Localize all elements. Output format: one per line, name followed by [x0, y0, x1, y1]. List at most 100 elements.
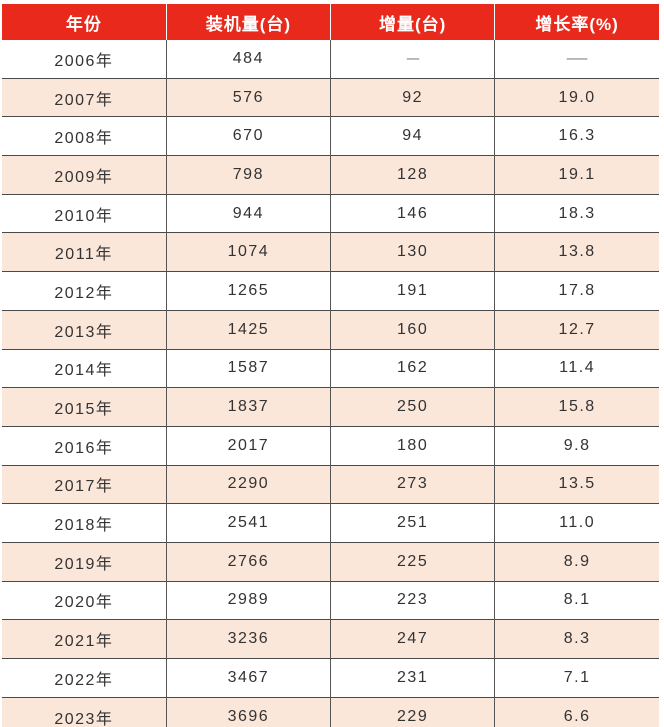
cell-growth_rate_pct-2007: 19.0 [494, 77, 659, 117]
cell-value: 1265 [227, 281, 270, 299]
cell-increment_units-2016: 180 [330, 425, 496, 466]
table-row-2006: 2006年 484— —— [2, 40, 659, 79]
cell-value: 2012年 [54, 284, 114, 302]
cell-growth_rate_pct-2009: 19.1 [494, 155, 659, 195]
cell-increment_units-2020: 223 [330, 580, 496, 620]
cell-value: 12.7 [558, 320, 596, 338]
cell-value: 225 [397, 552, 429, 570]
cell-value: 2008年 [54, 130, 114, 148]
cell-increment_units-2018: 251 [330, 503, 496, 543]
column-header-increment_units: 增量(台) [330, 4, 496, 40]
cell-value: 1425 [227, 320, 270, 338]
cell-increment_units-2013: 160 [330, 309, 496, 349]
cell-value: 273 [397, 475, 429, 493]
cell-installed_units-2006: 484 [166, 40, 332, 79]
cell-year-2008: 2008年 [2, 116, 167, 156]
cell-increment_units-2019: 225 [330, 541, 496, 582]
table-header-row: 年份 装机量(台) 增量(台) 增长率(%) [2, 4, 659, 40]
table-row-2008: 2008年 670 94 16.3 [2, 116, 659, 156]
cell-value: 2018年 [54, 517, 114, 535]
cell-value: 2011年 [54, 246, 113, 264]
cell-installed_units-2015: 1837 [166, 387, 332, 427]
statistics-table: 年份 装机量(台) 增量(台) 增长率(%) 2006年 484— —— 2007年 576 9… [2, 4, 659, 727]
cell-value: 2020年 [54, 594, 114, 612]
cell-value: 17.8 [558, 281, 596, 299]
cell-value: 2006年 [54, 52, 114, 70]
table-row-2023: 2023年 3696 229 6.6 [2, 696, 659, 727]
cell-value: 2009年 [54, 168, 114, 186]
cell-year-2006: 2006年 [2, 40, 167, 79]
cell-value: 2013年 [54, 323, 114, 341]
cell-value: 191 [397, 281, 429, 299]
cell-value: 8.9 [563, 552, 591, 570]
cell-value: 6.6 [563, 707, 591, 725]
cell-value: 7.1 [563, 668, 591, 686]
cell-value: 2989 [227, 591, 270, 609]
table-row-2018: 2018年 2541 251 11.0 [2, 503, 659, 543]
cell-installed_units-2008: 670 [166, 116, 332, 156]
cell-value: 146 [397, 204, 429, 222]
cell-year-2020: 2020年 [2, 580, 167, 620]
cell-value: 16.3 [558, 127, 596, 145]
cell-increment_units-2023: 229 [330, 696, 496, 727]
table-row-2022: 2022年 3467 231 7.1 [2, 658, 659, 698]
cell-value: 1074 [227, 243, 270, 261]
cell-value: 251 [397, 514, 429, 532]
cell-growth_rate_pct-2021: 8.3 [494, 619, 659, 659]
cell-year-2018: 2018年 [2, 503, 167, 543]
cell-value: 128 [397, 165, 429, 183]
cell-value: 92 [402, 88, 424, 106]
cell-installed_units-2018: 2541 [166, 503, 332, 543]
cell-increment_units-2006: — [330, 40, 496, 79]
cell-value: —— [566, 49, 588, 67]
cell-installed_units-2014: 1587 [166, 348, 332, 388]
cell-increment_units-2014: 162 [330, 348, 496, 388]
cell-installed_units-2009: 798 [166, 155, 332, 195]
cell-year-2023: 2023年 [2, 696, 167, 727]
cell-increment_units-2011: 130 [330, 232, 496, 272]
cell-installed_units-2007: 576 [166, 77, 332, 117]
cell-growth_rate_pct-2008: 16.3 [494, 116, 659, 156]
cell-value: 2290 [227, 475, 270, 493]
cell-value: 2019年 [54, 555, 114, 573]
cell-growth_rate_pct-2017: 13.5 [494, 464, 659, 504]
cell-growth_rate_pct-2019: 8.9 [494, 541, 659, 582]
cell-growth_rate_pct-2020: 8.1 [494, 580, 659, 620]
cell-growth_rate_pct-2011: 13.8 [494, 232, 659, 272]
cell-increment_units-2010: 146 [330, 193, 496, 233]
cell-year-2015: 2015年 [2, 387, 167, 427]
cell-growth_rate_pct-2016: 9.8 [494, 425, 659, 466]
table-row-2021: 2021年 3236 247 8.3 [2, 619, 659, 659]
cell-value: 1587 [227, 359, 270, 377]
cell-growth_rate_pct-2014: 11.4 [494, 348, 659, 388]
cell-growth_rate_pct-2006: —— [495, 40, 659, 78]
cell-value: 8.3 [563, 630, 591, 648]
cell-value: 670 [232, 127, 264, 145]
cell-value: 19.0 [558, 88, 596, 106]
cell-value: 2021年 [54, 633, 114, 651]
cell-value: 160 [397, 320, 429, 338]
table-row-2017: 2017年 2290 273 13.5 [2, 464, 659, 504]
cell-year-2017: 2017年 [2, 464, 167, 504]
cell-installed_units-2010: 944 [166, 193, 332, 233]
cell-value: 19.1 [558, 165, 596, 183]
cell-value: 13.5 [558, 475, 596, 493]
table-row-2010: 2010年 944 146 18.3 [2, 193, 659, 233]
cell-value: 2022年 [54, 671, 114, 689]
cell-value: 223 [397, 591, 429, 609]
cell-value: 18.3 [558, 204, 596, 222]
cell-increment_units-2017: 273 [330, 464, 496, 504]
table-row-2011: 2011年 1074 130 13.8 [2, 232, 659, 272]
table-row-2019: 2019年 2766 225 8.9 [2, 541, 659, 582]
table-row-2015: 2015年 1837 250 15.8 [2, 387, 659, 427]
cell-value: 162 [397, 359, 429, 377]
cell-value: 15.8 [558, 398, 596, 416]
cell-value: 2016年 [54, 439, 114, 457]
cell-value: 11.4 [559, 359, 596, 377]
column-header-growth_rate_pct: 增长率(%) [494, 4, 659, 40]
cell-value: 8.1 [563, 591, 591, 609]
cell-value: 2023年 [54, 710, 114, 727]
cell-increment_units-2015: 250 [330, 387, 496, 427]
cell-increment_units-2022: 231 [330, 658, 496, 698]
